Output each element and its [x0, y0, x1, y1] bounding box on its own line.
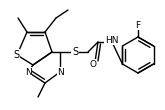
- Text: S: S: [13, 50, 19, 60]
- Text: F: F: [135, 20, 141, 29]
- Text: S: S: [72, 47, 78, 57]
- Text: O: O: [89, 60, 97, 69]
- Text: N: N: [58, 68, 64, 76]
- Text: HN: HN: [105, 36, 119, 45]
- Text: N: N: [25, 68, 31, 76]
